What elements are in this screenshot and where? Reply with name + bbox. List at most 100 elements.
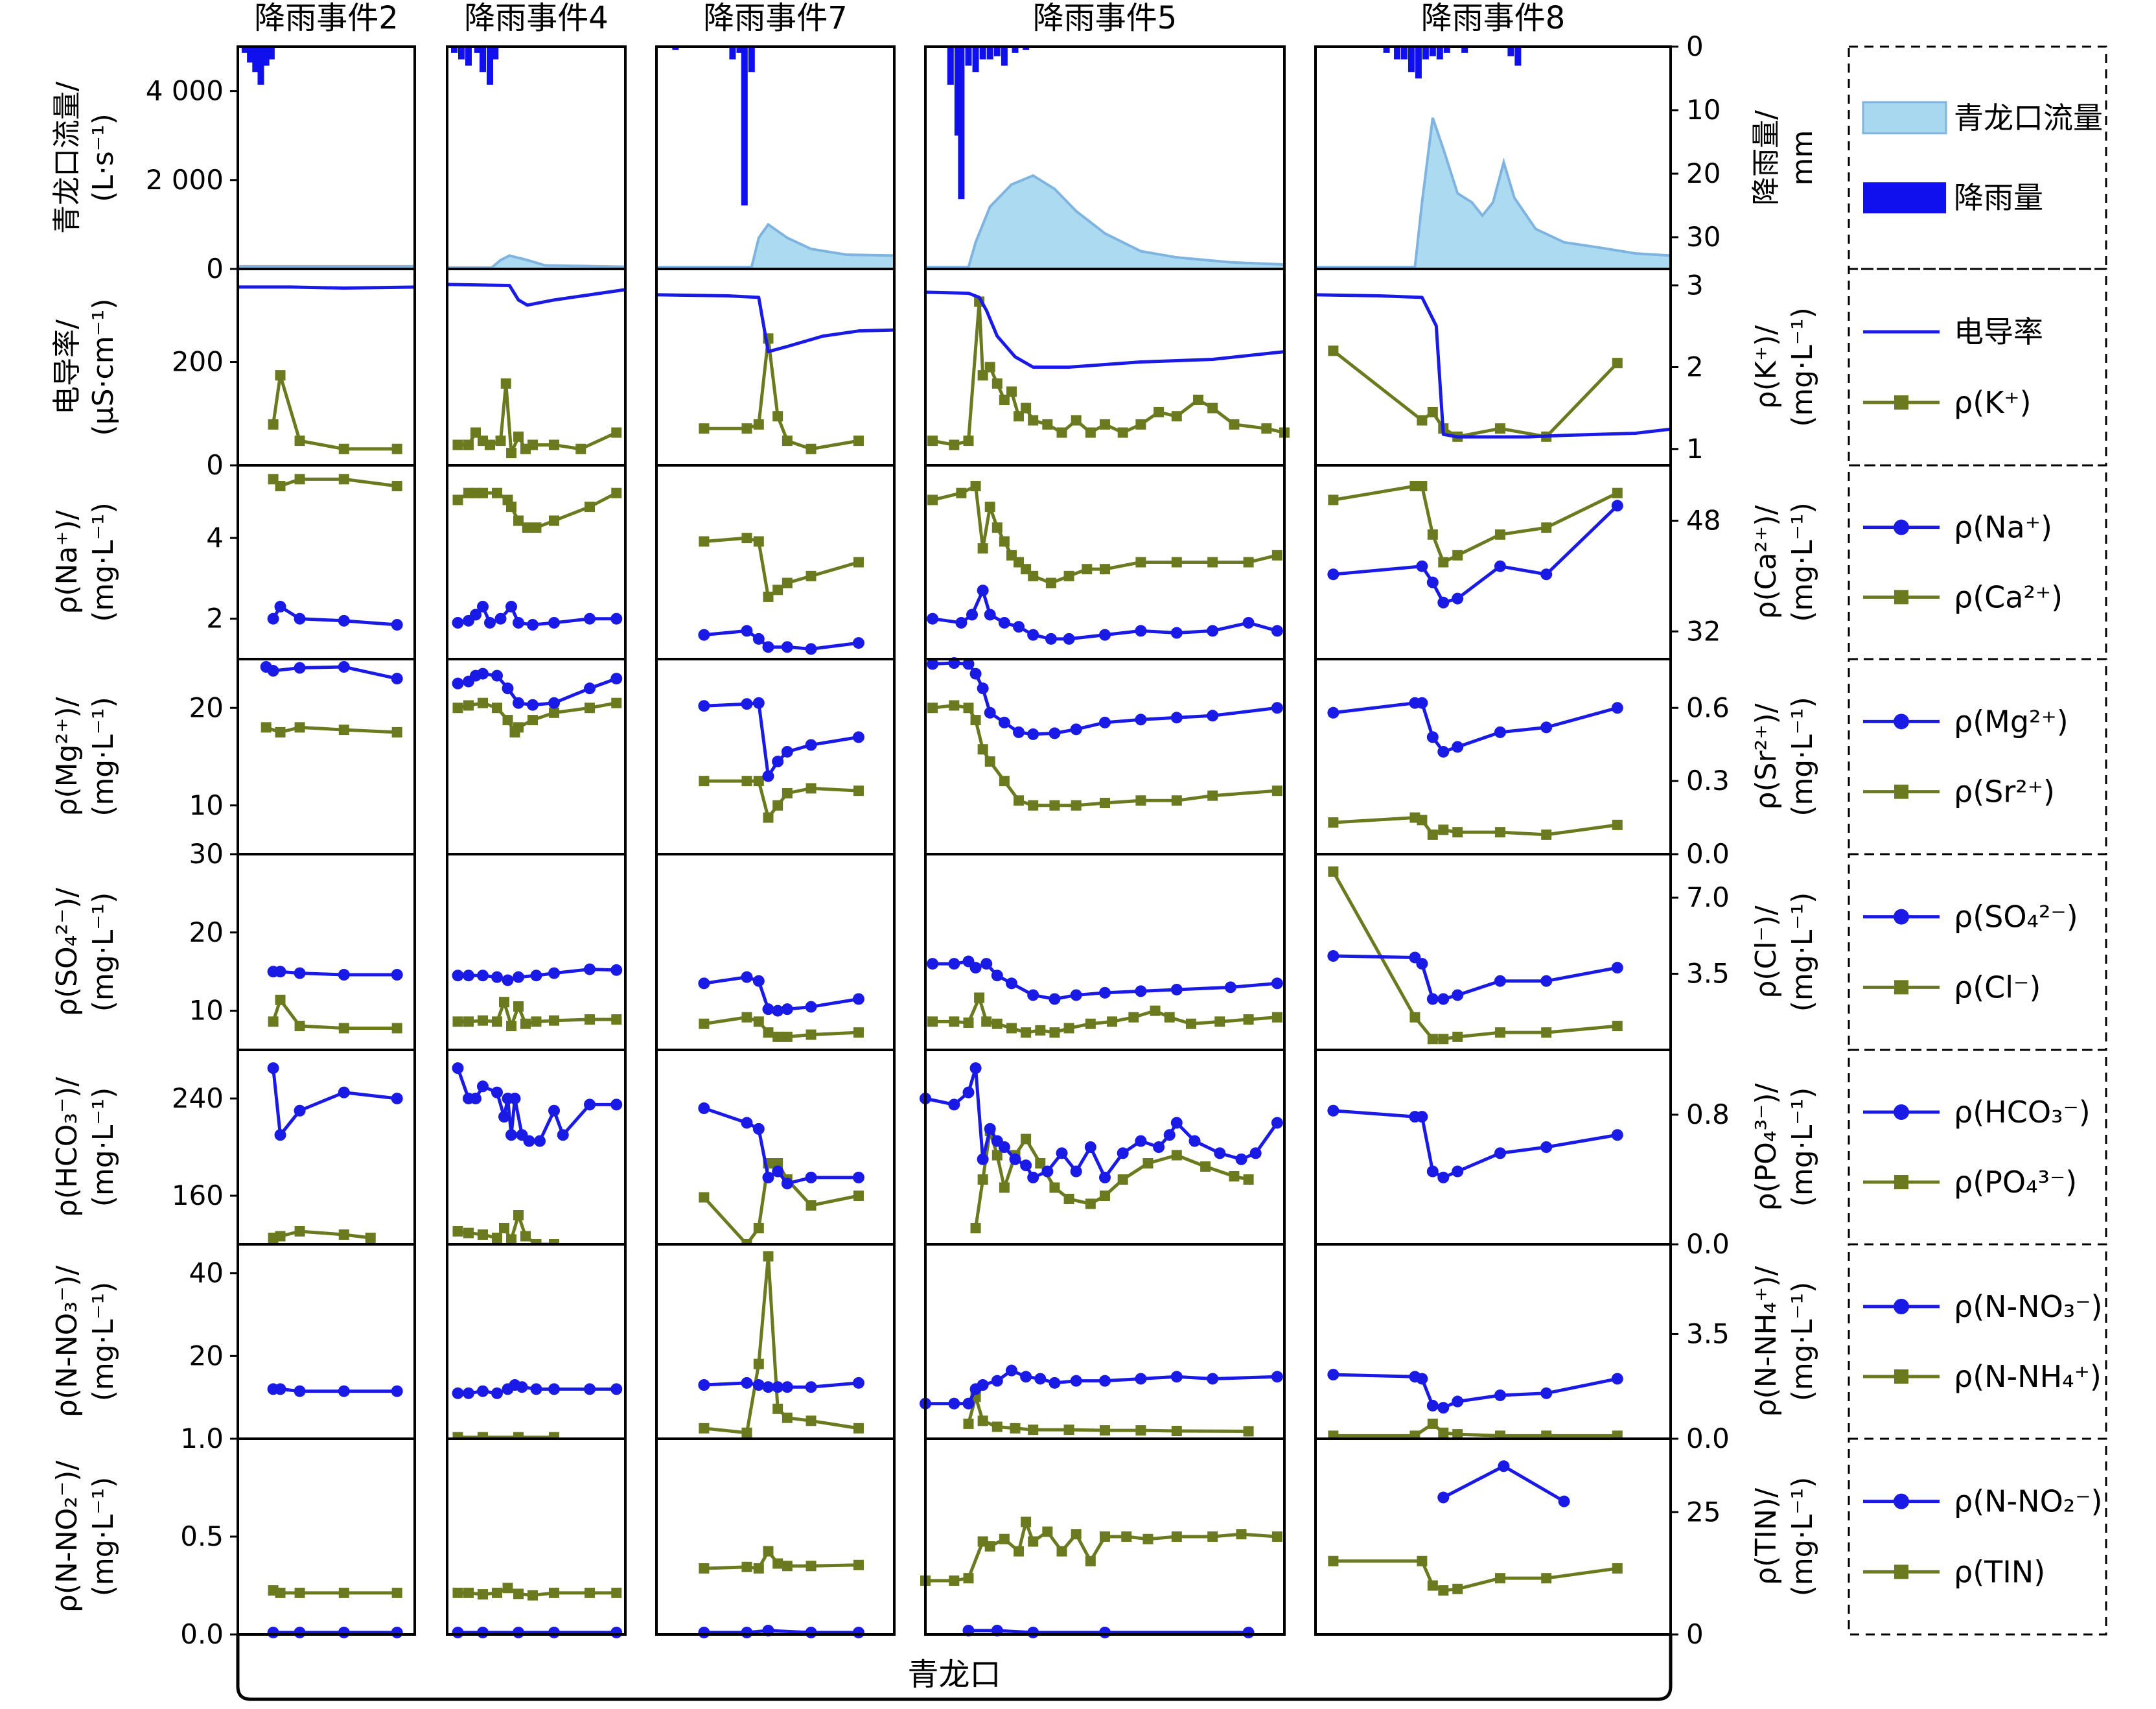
left-series-point bbox=[463, 1387, 474, 1399]
left-series-point bbox=[391, 619, 403, 631]
right-series-point bbox=[492, 487, 502, 498]
left-series-point bbox=[741, 1377, 753, 1389]
left-series-point bbox=[984, 1122, 996, 1135]
left-series-point bbox=[463, 970, 474, 982]
right-series-point bbox=[1071, 415, 1082, 426]
right-series-point bbox=[949, 1016, 960, 1027]
right-axis-label-line: (mg·L⁻¹) bbox=[1786, 697, 1819, 817]
left-series-point bbox=[1611, 962, 1623, 974]
left-series-point bbox=[491, 971, 503, 983]
left-axes: 0 2 000 4 000 青龙口流量/(L·s⁻¹) 0 200 电导率/(μS·cm⁻¹… bbox=[51, 75, 238, 1650]
left-series-point bbox=[781, 1003, 793, 1016]
right-tick-label: 48 bbox=[1686, 504, 1721, 536]
right-series-point bbox=[261, 722, 272, 733]
rain-bar bbox=[954, 47, 961, 136]
right-series-point bbox=[527, 715, 538, 726]
right-series-point bbox=[782, 436, 793, 447]
right-series-point bbox=[984, 502, 995, 513]
right-series-point bbox=[763, 591, 774, 602]
legend-label: ρ(N-NH₄⁺) bbox=[1954, 1359, 2102, 1394]
left-series-point bbox=[294, 1104, 306, 1117]
right-series-point bbox=[699, 776, 710, 787]
panel-no3_nh4-event-3 bbox=[655, 1243, 896, 1440]
left-series-point bbox=[1013, 621, 1025, 633]
left-series-point bbox=[267, 1626, 279, 1638]
left-series-point bbox=[610, 964, 623, 976]
event-title-1: 降雨事件2 bbox=[254, 0, 399, 36]
right-series-point bbox=[991, 522, 1003, 533]
left-series-point bbox=[969, 668, 982, 680]
left-series-point bbox=[452, 1626, 464, 1638]
right-series-point bbox=[1014, 411, 1025, 422]
left-axis-label-no2_tin: ρ(N-NO₂⁻)/(mg·L⁻¹) bbox=[51, 1461, 120, 1612]
left-series-point bbox=[584, 612, 596, 625]
right-tick-label: 0.3 bbox=[1686, 765, 1730, 796]
right-series-point bbox=[1063, 1194, 1074, 1204]
left-series-point bbox=[991, 1375, 1003, 1387]
left-series-point bbox=[772, 1381, 784, 1393]
left-series-point bbox=[1426, 993, 1439, 1005]
left-series-point bbox=[1013, 726, 1025, 738]
panel-background bbox=[1316, 1439, 1671, 1634]
right-series-point bbox=[463, 1227, 474, 1238]
legend-square-marker bbox=[1894, 395, 1908, 410]
right-series-point bbox=[1612, 819, 1623, 830]
right-series-point bbox=[1193, 395, 1204, 405]
left-series-point bbox=[505, 1129, 517, 1141]
right-series-point bbox=[1014, 795, 1025, 806]
left-series-point bbox=[762, 1171, 774, 1183]
left-series-point bbox=[852, 1626, 864, 1638]
right-series-point bbox=[974, 992, 985, 1003]
right-series-point bbox=[294, 436, 305, 447]
legend-bar-swatch bbox=[1863, 182, 1946, 214]
right-series-point bbox=[1207, 790, 1218, 801]
left-series-point bbox=[1063, 633, 1075, 645]
left-series-point bbox=[1494, 975, 1506, 987]
right-series-point bbox=[463, 1016, 474, 1027]
right-axis-label-no3_nh4: ρ(N-NH₄⁺)/(mg·L⁻¹) bbox=[1750, 1266, 1819, 1417]
right-series-point bbox=[981, 1016, 992, 1027]
left-series-point bbox=[294, 612, 306, 625]
panel-no2_tin-event-4 bbox=[920, 1437, 1286, 1638]
right-tick-label: 30 bbox=[1686, 221, 1721, 253]
panel-background bbox=[656, 1050, 894, 1244]
right-series-point bbox=[949, 439, 960, 450]
left-tick-label: 10 bbox=[189, 789, 224, 821]
right-series-point bbox=[275, 1587, 286, 1598]
right-series-point bbox=[806, 1415, 817, 1426]
left-series-point bbox=[805, 739, 817, 751]
right-series-point bbox=[853, 557, 864, 568]
right-series-point bbox=[1612, 358, 1623, 369]
left-series-point bbox=[1611, 1373, 1623, 1385]
left-series-point bbox=[1070, 1165, 1082, 1178]
panel-cond_k-event-1 bbox=[237, 268, 416, 467]
right-series-point bbox=[1271, 785, 1282, 796]
rain-bar bbox=[1383, 47, 1390, 53]
left-axis-label-line: ρ(HCO₃⁻)/ bbox=[51, 1077, 84, 1218]
right-series-point bbox=[1100, 797, 1110, 808]
right-series-point bbox=[1028, 415, 1039, 426]
left-series-point bbox=[1540, 721, 1553, 734]
left-series-point bbox=[948, 958, 960, 970]
right-series-point bbox=[1028, 1424, 1039, 1436]
right-series-point bbox=[1063, 1023, 1074, 1034]
left-series-point bbox=[948, 1099, 960, 1111]
left-series-point bbox=[452, 677, 464, 690]
right-series-line bbox=[458, 1213, 554, 1246]
left-series-point bbox=[741, 1117, 753, 1129]
legend-box-na_ca bbox=[1848, 464, 2107, 660]
right-series-point bbox=[506, 448, 516, 459]
right-series-point bbox=[1028, 570, 1039, 581]
legend-box-so4_cl bbox=[1848, 853, 2107, 1051]
right-series-point bbox=[753, 1016, 764, 1027]
legend-label: ρ(PO₄³⁻) bbox=[1954, 1165, 2077, 1200]
left-series-point bbox=[852, 637, 864, 649]
right-series-point bbox=[1438, 1585, 1449, 1596]
right-series-point bbox=[772, 1403, 783, 1414]
right-series-point bbox=[853, 1423, 864, 1434]
left-series-point bbox=[927, 658, 939, 670]
right-series-line bbox=[458, 1586, 617, 1598]
right-series-point bbox=[1271, 550, 1282, 561]
right-series-point bbox=[1049, 1182, 1060, 1193]
right-series-point bbox=[1071, 800, 1082, 811]
